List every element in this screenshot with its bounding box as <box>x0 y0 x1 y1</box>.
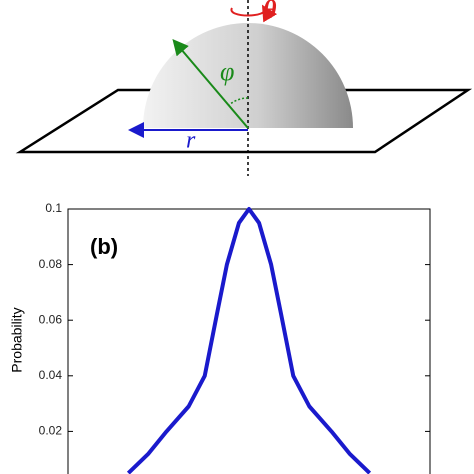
diagram: θ φ r <box>15 0 473 176</box>
phi-label: φ <box>220 57 234 86</box>
y-tick-label: 0.04 <box>39 368 63 382</box>
theta-label: θ <box>263 0 277 24</box>
panel-label: (b) <box>90 234 118 259</box>
y-tick-label: 0.08 <box>39 257 63 271</box>
r-label: r <box>186 128 196 154</box>
hemisphere <box>143 23 353 128</box>
y-tick-label: 0.02 <box>39 424 63 438</box>
line <box>126 207 372 474</box>
radius-arrow <box>172 38 249 129</box>
plot-frame <box>67 208 431 474</box>
rotation-arrow <box>230 4 278 23</box>
y-axis-label: Probability <box>9 307 25 372</box>
y-tick-label: 0.1 <box>45 201 62 215</box>
y-tick-label: 0.06 <box>39 312 63 326</box>
angle-arc <box>228 97 249 106</box>
